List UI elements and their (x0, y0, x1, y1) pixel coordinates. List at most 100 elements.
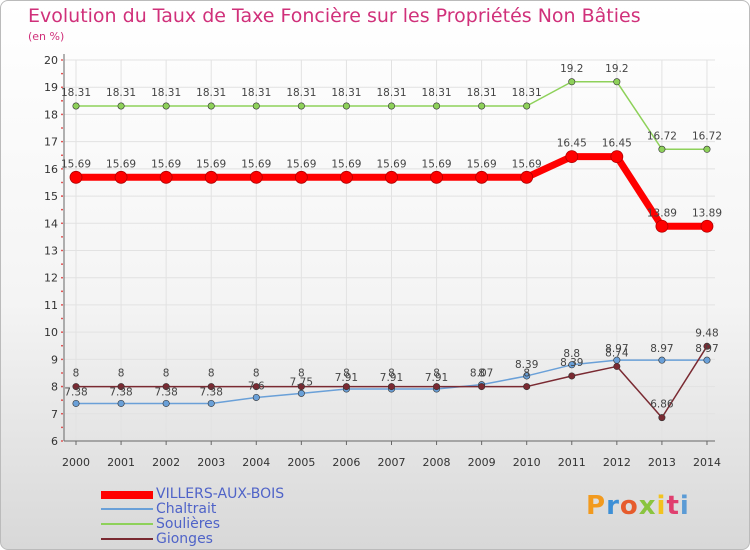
data-point-2 (568, 78, 576, 86)
data-label-1: 8.8 (563, 348, 580, 360)
x-tick-label: 2007 (377, 456, 405, 469)
data-label-1: 7.38 (109, 386, 132, 398)
logo-letter: x (638, 491, 657, 521)
y-axis-tick-mark (61, 440, 63, 442)
data-point-0 (475, 170, 489, 184)
data-point-0 (204, 170, 218, 184)
data-point-3 (342, 383, 350, 391)
data-label-1: 8.97 (650, 343, 673, 355)
x-tick-label: 2003 (197, 456, 225, 469)
data-label-1: 8.97 (695, 343, 718, 355)
data-point-0 (565, 150, 579, 164)
x-tick-label: 2006 (332, 456, 360, 469)
logo-letter: r (606, 491, 620, 521)
chart-subtitle: (en %) (28, 30, 65, 43)
y-tick-label: 12 (44, 272, 58, 285)
data-label-0: 15.69 (376, 158, 406, 170)
logo-letter: t (666, 491, 680, 521)
data-point-1 (72, 399, 80, 407)
data-label-2: 18.31 (331, 87, 361, 99)
data-point-1 (162, 399, 170, 407)
legend-label-villers: VILLERS-AUX-BOIS (156, 486, 285, 502)
data-label-3: 8 (478, 368, 485, 380)
data-label-1: 8.97 (605, 343, 628, 355)
y-axis-tick-mark (61, 99, 63, 102)
data-point-1 (658, 356, 666, 364)
data-point-2 (117, 102, 125, 110)
data-point-0 (159, 170, 173, 184)
data-label-3: 8 (253, 368, 260, 380)
data-label-0: 15.69 (512, 158, 542, 170)
data-label-3: 8 (208, 368, 215, 380)
data-point-0 (114, 170, 128, 184)
x-tick-label: 2010 (513, 456, 541, 469)
data-point-0 (249, 170, 263, 184)
data-point-2 (613, 78, 621, 86)
data-label-1: 7.6 (248, 380, 265, 392)
y-axis-tick-mark (61, 317, 63, 320)
y-axis-tick-mark (61, 222, 63, 225)
legend-swatch-gionges (101, 538, 153, 540)
data-point-0 (69, 170, 83, 184)
data-point-2 (207, 102, 215, 110)
y-tick-label: 16 (44, 163, 58, 176)
data-label-2: 18.31 (512, 87, 542, 99)
logo-letter: i (656, 491, 667, 521)
data-label-0: 15.69 (422, 158, 452, 170)
data-point-0 (610, 150, 624, 164)
data-point-3 (478, 383, 486, 391)
y-axis-tick-mark (61, 140, 63, 143)
y-tick-label: 7 (51, 408, 58, 421)
y-axis-tick-mark (61, 181, 63, 184)
x-tick-label: 2012 (603, 456, 631, 469)
data-point-2 (433, 102, 441, 110)
y-axis-tick-mark (61, 412, 63, 415)
data-point-3 (658, 414, 666, 422)
data-point-3 (523, 383, 531, 391)
data-point-1 (568, 361, 576, 369)
y-tick-label: 17 (44, 136, 58, 149)
x-tick-label: 2008 (423, 456, 451, 469)
data-point-2 (342, 102, 350, 110)
legend-label-soulieres: Soulières (156, 516, 221, 532)
x-tick-label: 2009 (468, 456, 496, 469)
y-axis-tick-mark (61, 208, 63, 211)
y-tick-label: 19 (44, 81, 58, 94)
data-label-3: 6.86 (650, 399, 674, 411)
data-point-0 (294, 170, 308, 184)
data-point-1 (207, 399, 215, 407)
y-axis-tick-mark (61, 372, 63, 374)
data-point-2 (387, 102, 395, 110)
y-axis-tick-mark (61, 154, 63, 157)
y-axis-tick-mark (61, 167, 63, 170)
y-axis-tick-mark (61, 263, 63, 266)
data-point-3 (72, 383, 80, 391)
data-label-2: 18.31 (467, 87, 497, 99)
data-label-3: 8 (523, 368, 530, 380)
data-label-2: 18.31 (106, 87, 136, 99)
data-point-1 (703, 356, 711, 364)
data-label-0: 13.89 (692, 207, 722, 219)
x-tick-label: 2001 (107, 456, 135, 469)
y-axis-tick-mark (61, 249, 63, 252)
legend-label-gionges: Gionges (156, 531, 213, 547)
data-label-3: 8 (163, 368, 170, 380)
data-label-2: 18.31 (241, 87, 271, 99)
data-label-0: 15.69 (196, 158, 226, 170)
data-label-0: 15.69 (151, 158, 181, 170)
data-label-3: 8 (118, 368, 125, 380)
data-label-2: 18.31 (422, 87, 452, 99)
data-point-3 (117, 383, 125, 391)
data-point-0 (430, 170, 443, 184)
data-label-3: 8 (298, 368, 305, 380)
y-axis-tick-mark (61, 59, 63, 61)
data-point-1 (117, 399, 125, 407)
y-tick-label: 11 (44, 299, 58, 312)
data-label-0: 15.69 (286, 158, 316, 170)
x-tick-label: 2002 (152, 456, 180, 469)
data-label-0: 16.45 (602, 138, 632, 150)
data-label-0: 16.45 (557, 138, 587, 150)
x-tick-label: 2005 (287, 456, 315, 469)
